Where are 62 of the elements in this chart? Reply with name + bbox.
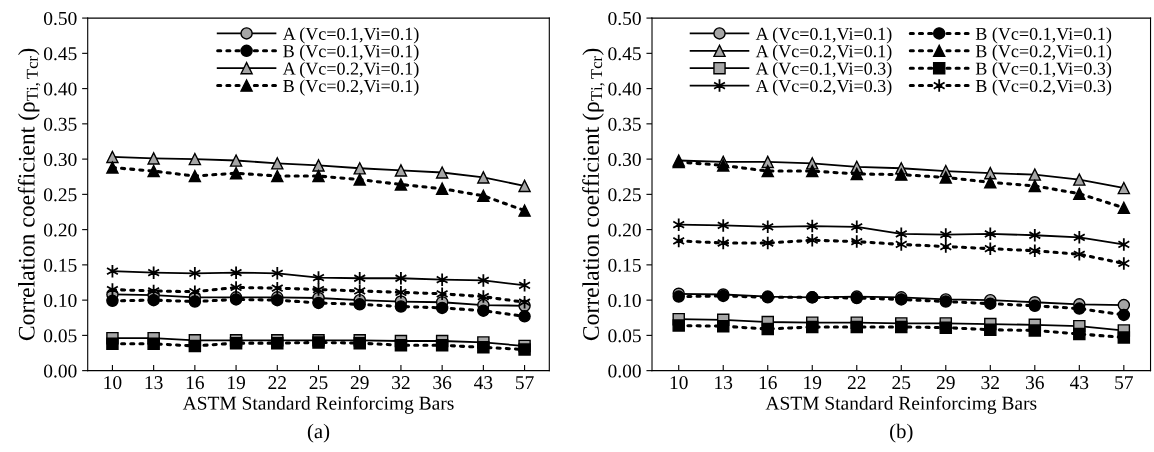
y-tick-label: 0.10: [608, 293, 641, 308]
y-tick-label: 0.25: [608, 188, 641, 202]
x-tick-label: 22: [268, 376, 286, 389]
legend-label: B (Vc=0.1,Vi=0.1): [975, 27, 1112, 44]
x-tick-label: 29: [936, 376, 955, 390]
x-tick-label: 25: [309, 376, 328, 390]
x-tick-label: 16: [759, 376, 777, 390]
x-tick-label: 19: [228, 376, 245, 390]
y-tick-label: 0.50: [44, 11, 77, 26]
y-tick-label: 0.20: [608, 223, 641, 237]
x-tick-label: 10: [104, 376, 122, 390]
x-axis-title: ASTM Standard Reinforcimg Bars: [182, 395, 454, 414]
y-tick-label: 0.35: [44, 117, 77, 131]
y-tick-label: 0.30: [608, 152, 641, 167]
y-tick-label: 0.45: [608, 47, 641, 61]
y-axis-title: Correlation coefficient (ρ$_{Ti,Tcr}$): [17, 48, 41, 341]
x-tick-label: 43: [474, 376, 493, 390]
x-tick-label: 32: [981, 376, 999, 390]
x-tick-label: 16: [186, 376, 204, 390]
x-tick-label: 36: [1026, 376, 1044, 390]
legend-label: A (Vc=0.2,Vi=0.1): [282, 61, 419, 79]
x-tick-label: 57: [515, 376, 534, 390]
y-tick-label: 0.40: [44, 82, 77, 96]
y-tick-label: 0.30: [44, 152, 77, 167]
y-tick-label: 0.50: [608, 11, 641, 26]
x-tick-label: 25: [892, 376, 911, 390]
legend-label: A (Vc=0.1,Vi=0.1): [282, 27, 419, 44]
y-tick-label: 0.10: [44, 293, 77, 308]
y-tick-label: 0.00: [608, 364, 641, 378]
y-tick-label: 0.00: [44, 364, 77, 378]
x-tick-label: 19: [804, 376, 822, 390]
legend-label: A (Vc=0.2,Vi=0.3): [755, 79, 892, 96]
x-tick-label: 10: [670, 376, 688, 390]
text: (a): [307, 423, 330, 443]
y-tick-label: 0.05: [608, 329, 641, 343]
y-tick-label: 0.15: [44, 258, 77, 272]
text: (b): [890, 423, 913, 443]
x-tick-label: 13: [145, 376, 163, 390]
y-tick-label: 0.20: [44, 223, 77, 237]
y-tick-label: 0.45: [44, 47, 77, 61]
y-tick-label: 0.15: [608, 258, 641, 272]
y-axis-title: Correlation coefficient (ρ$_{Ti,Tcr}$): [582, 48, 605, 341]
legend-label: B (Vc=0.1,Vi=0.1): [283, 44, 419, 61]
legend-label: A (Vc=0.1,Vi=0.3): [755, 61, 892, 79]
legend-label: B (Vc=0.2,Vi=0.1): [975, 44, 1112, 61]
y-tick-label: 0.35: [608, 117, 641, 131]
x-tick-label: 32: [392, 376, 410, 390]
legend-label: A (Vc=0.2,Vi=0.1): [755, 44, 892, 61]
y-tick-label: 0.40: [608, 82, 641, 96]
x-tick-label: 57: [1115, 376, 1133, 390]
x-tick-label: 36: [433, 376, 452, 390]
legend-label: B (Vc=0.2,Vi=0.1): [283, 79, 419, 96]
x-tick-label: 22: [847, 376, 866, 389]
x-tick-label: 29: [350, 376, 369, 390]
y-tick-label: 0.05: [44, 329, 77, 343]
legend-label: B (Vc=0.1,Vi=0.3): [975, 61, 1112, 79]
legend-label: A (Vc=0.1,Vi=0.1): [755, 27, 892, 44]
legend-label: B (Vc=0.2,Vi=0.3): [975, 79, 1112, 96]
x-tick-label: 43: [1069, 376, 1089, 390]
x-tick-label: 13: [715, 376, 733, 390]
y-tick-label: 0.25: [44, 188, 77, 202]
x-axis-title: ASTM Standard Reinforcimg Bars: [765, 395, 1037, 414]
